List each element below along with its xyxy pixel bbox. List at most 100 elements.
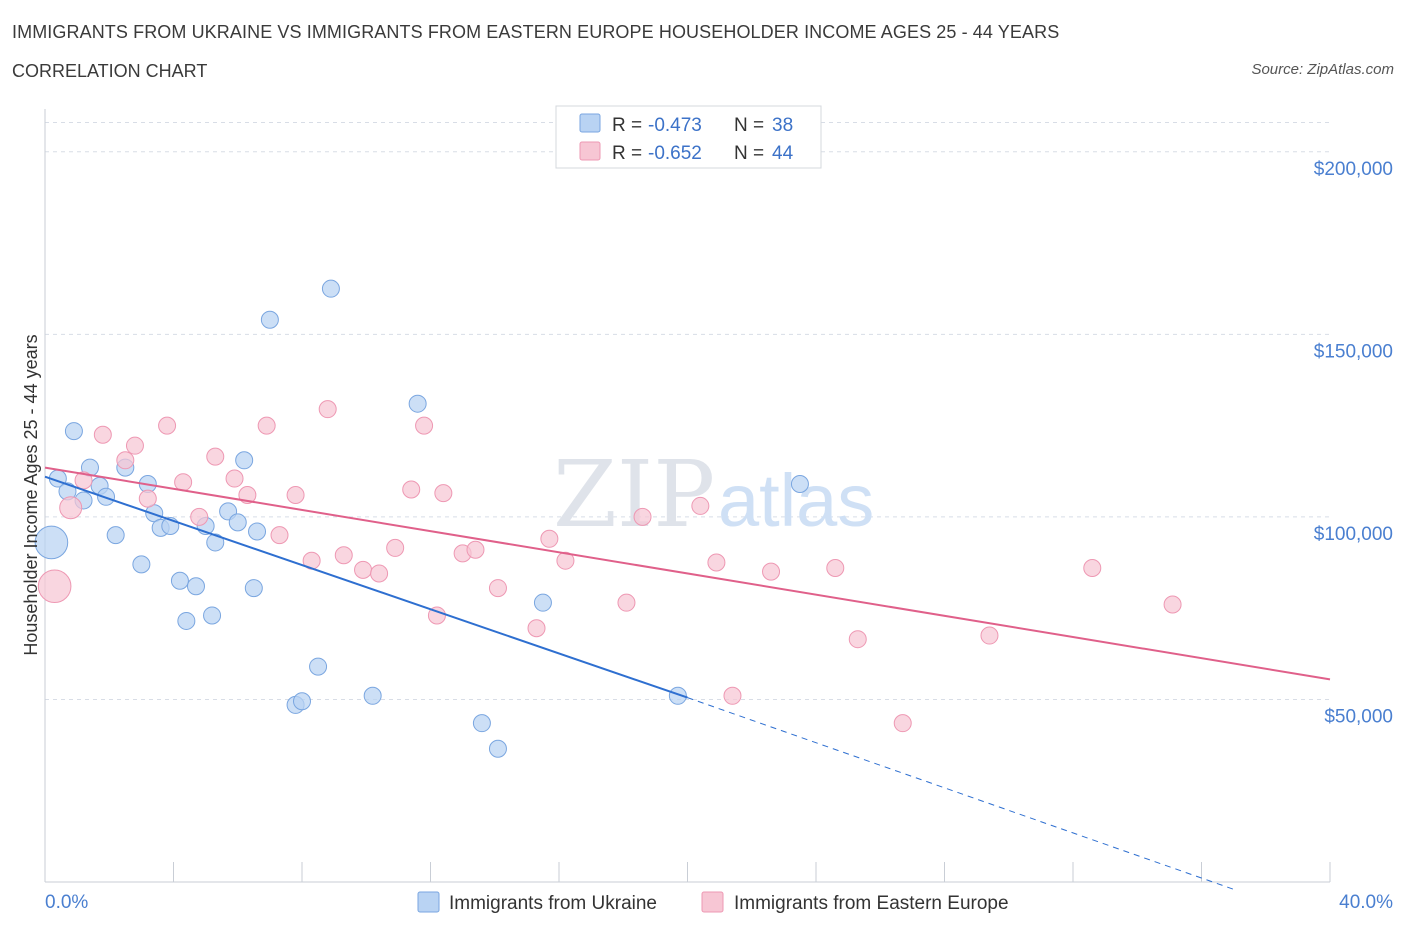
eastern-europe-point-12 xyxy=(238,485,257,504)
eastern-europe-point-30 xyxy=(540,529,559,548)
ukraine-point-0 xyxy=(34,525,69,560)
trend-line-ukraine xyxy=(44,475,688,699)
ukraine-point-24 xyxy=(244,579,263,598)
eastern-europe-point-19 xyxy=(354,560,373,579)
eastern-europe-point-35 xyxy=(707,553,726,572)
ukraine-point-22 xyxy=(228,513,247,532)
x-tick-label-1: 40.0% xyxy=(1339,892,1393,913)
ukraine-point-29 xyxy=(309,657,328,676)
ukraine-point-15 xyxy=(170,571,189,590)
eastern-europe-point-9 xyxy=(190,507,209,526)
bottom-legend-swatch-eastern-europe xyxy=(701,891,724,913)
eastern-europe-point-23 xyxy=(415,416,434,435)
legend-swatch-ukraine xyxy=(579,113,601,133)
eastern-europe-point-43 xyxy=(1163,595,1182,614)
eastern-europe-point-8 xyxy=(174,473,193,492)
ukraine-point-10 xyxy=(132,555,151,574)
eastern-europe-point-0 xyxy=(37,569,72,604)
ukraine-point-8 xyxy=(106,526,125,545)
trend-line-eastern-europe xyxy=(44,466,1331,681)
eastern-europe-point-25 xyxy=(434,484,453,503)
legend-r-label-eastern-europe: R = xyxy=(612,143,642,164)
eastern-europe-point-10 xyxy=(206,447,225,466)
ukraine-point-31 xyxy=(363,686,382,705)
x-tick-label-0: 0.0% xyxy=(45,892,88,913)
eastern-europe-points xyxy=(37,400,1182,733)
x-tick-labels: 0.0% 40.0% xyxy=(45,892,1393,913)
eastern-europe-point-2 xyxy=(74,471,93,490)
eastern-europe-point-27 xyxy=(466,540,485,559)
watermark-atlas: atlas xyxy=(718,459,874,542)
ukraine-point-32 xyxy=(408,394,427,413)
ukraine-point-3 xyxy=(64,422,83,441)
axes xyxy=(44,109,1331,883)
y-tick-label-3: $200,000 xyxy=(1314,159,1393,180)
legend-n-label-ukraine: N = xyxy=(734,115,764,136)
ukraine-point-20 xyxy=(206,533,225,552)
watermark-zip: ZIP xyxy=(553,441,715,548)
eastern-europe-point-13 xyxy=(257,416,276,435)
ukraine-point-23 xyxy=(235,451,254,470)
eastern-europe-point-31 xyxy=(556,551,575,570)
chart-subtitle: CORRELATION CHART xyxy=(12,61,208,81)
eastern-europe-point-38 xyxy=(826,559,845,577)
eastern-europe-point-15 xyxy=(286,485,305,504)
legend-r-label-ukraine: R = xyxy=(612,115,642,136)
eastern-europe-point-42 xyxy=(1083,559,1102,577)
bottom-legend-label-ukraine: Immigrants from Ukraine xyxy=(449,893,657,914)
eastern-europe-point-41 xyxy=(980,626,999,645)
eastern-europe-point-28 xyxy=(488,579,507,598)
eastern-europe-point-36 xyxy=(723,686,742,705)
ukraine-point-28 xyxy=(293,692,311,711)
eastern-europe-point-39 xyxy=(848,630,867,649)
series-legend: Immigrants from Ukraine Immigrants from … xyxy=(417,891,1009,914)
eastern-europe-point-33 xyxy=(633,507,652,526)
eastern-europe-point-5 xyxy=(125,436,144,455)
ukraine-point-36 xyxy=(668,686,687,705)
eastern-europe-point-21 xyxy=(386,538,405,557)
ukraine-point-30 xyxy=(321,279,340,298)
gridlines xyxy=(45,122,1330,700)
y-tick-label-1: $100,000 xyxy=(1314,524,1393,545)
eastern-europe-point-18 xyxy=(334,546,353,565)
eastern-europe-point-40 xyxy=(893,714,912,733)
eastern-europe-point-17 xyxy=(318,400,337,419)
y-tick-labels: $50,000 $100,000 $150,000 $200,000 xyxy=(1314,159,1393,728)
legend-swatch-eastern-europe xyxy=(579,141,601,161)
ukraine-points xyxy=(34,279,809,758)
eastern-europe-point-1 xyxy=(59,496,83,520)
correlation-legend: R = -0.473 N = 38 R = -0.652 N = 44 xyxy=(555,105,822,169)
ukraine-point-35 xyxy=(533,593,552,612)
eastern-europe-point-4 xyxy=(116,451,135,470)
ukraine-point-34 xyxy=(488,739,507,758)
eastern-europe-point-24 xyxy=(427,606,446,625)
legend-r-value-eastern-europe: -0.652 xyxy=(648,143,702,164)
eastern-europe-point-32 xyxy=(617,593,636,612)
eastern-europe-point-22 xyxy=(402,480,421,499)
legend-n-label-eastern-europe: N = xyxy=(734,143,764,164)
eastern-europe-point-11 xyxy=(225,469,244,488)
ukraine-point-33 xyxy=(472,714,491,733)
legend-r-value-ukraine: -0.473 xyxy=(648,115,702,136)
eastern-europe-point-3 xyxy=(93,425,112,444)
eastern-europe-point-34 xyxy=(691,496,710,515)
eastern-europe-point-7 xyxy=(158,416,177,435)
trend-line-ukraine-extension xyxy=(687,697,1234,890)
eastern-europe-point-14 xyxy=(270,526,289,545)
ukraine-point-17 xyxy=(186,577,205,596)
y-tick-label-2: $150,000 xyxy=(1314,341,1393,362)
eastern-europe-point-37 xyxy=(762,562,781,581)
eastern-europe-point-29 xyxy=(527,619,546,638)
ukraine-point-16 xyxy=(177,611,196,630)
y-axis-label: Householder Income Ages 25 - 44 years xyxy=(21,334,41,655)
eastern-europe-point-6 xyxy=(138,489,157,508)
ukraine-point-37 xyxy=(790,475,809,494)
source-label: Source: ZipAtlas.com xyxy=(1251,61,1394,78)
bottom-legend-label-eastern-europe: Immigrants from Eastern Europe xyxy=(734,893,1009,914)
trend-lines xyxy=(44,466,1331,890)
bottom-legend-swatch-ukraine xyxy=(417,891,440,913)
legend-n-value-eastern-europe: 44 xyxy=(772,143,794,164)
y-tick-label-0: $50,000 xyxy=(1324,706,1393,727)
eastern-europe-point-20 xyxy=(370,564,389,583)
